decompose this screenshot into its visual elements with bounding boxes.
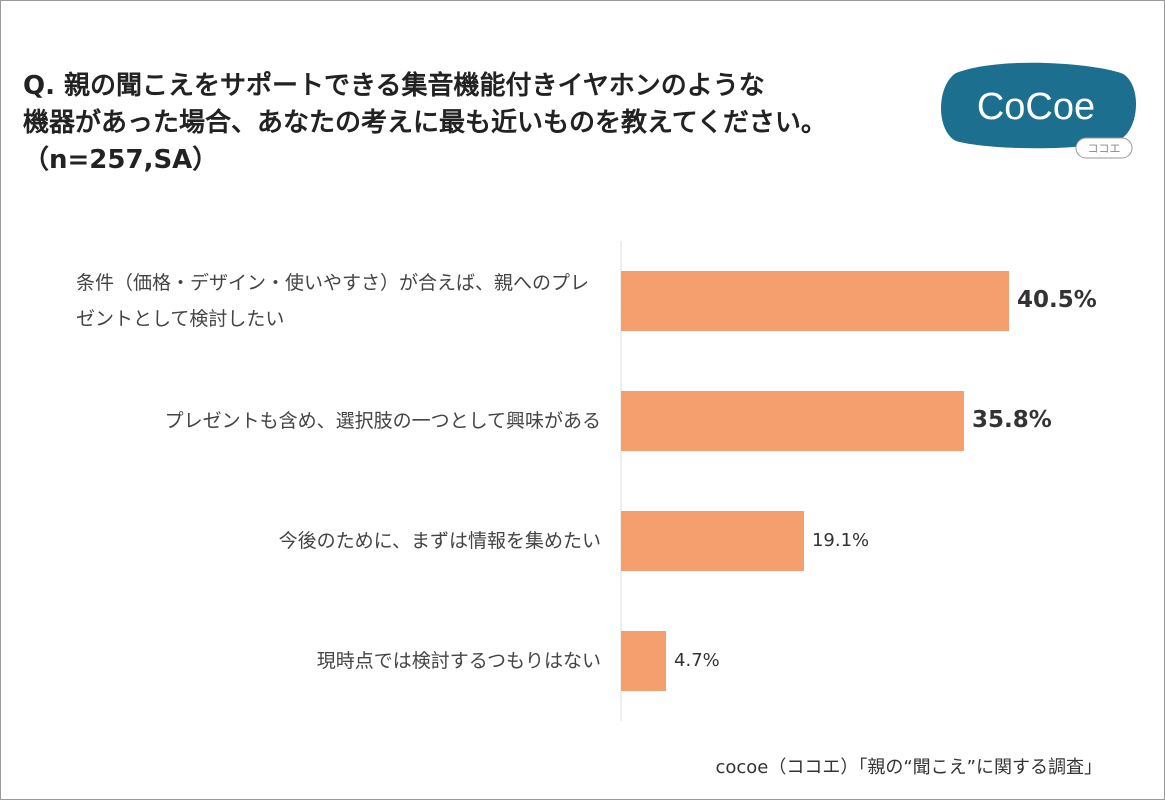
category-text: 現時点では検討するつもりはない <box>316 650 601 672</box>
source: cocoe（ココエ）「親の“聞こえ”に関する調査」 <box>715 757 1102 778</box>
bar <box>621 271 1009 331</box>
value-label: 40.5% <box>1016 287 1097 313</box>
category-label: 条件（価格・デザイン・使いやすさ）が合えば、親へのプレゼントとして検討したい <box>41 265 601 337</box>
value-label: 4.7% <box>674 650 720 671</box>
category-label: プレゼントも含め、選択肢の一つとして興味がある <box>41 403 601 439</box>
category-label: 今後のために、まずは情報を集めたい <box>41 523 601 559</box>
logo-pill <box>1075 137 1133 159</box>
logo-sub: ココエ <box>1088 142 1121 155</box>
category-label: 現時点では検討するつもりはない <box>41 643 601 679</box>
logo-shape <box>941 62 1136 149</box>
chart-title: Q. 親の聞こえをサポートできる集音機能付きイヤホンのような <box>23 71 765 101</box>
category-text: 条件（価格・デザイン・使いやすさ）が合えば、親へのプレゼントとして検討したい <box>76 272 590 330</box>
chart-title: 機器があった場合、あなたの考えに最も近いものを教えてください。 <box>23 108 827 138</box>
logo-name: CoCoe <box>977 86 1095 128</box>
category-text: プレゼントも含め、選択肢の一つとして興味がある <box>164 410 601 432</box>
value-label: 19.1% <box>811 530 870 551</box>
bar <box>621 631 667 691</box>
value-label: 35.8% <box>971 407 1052 433</box>
chart-title: （n=257,SA） <box>23 145 219 175</box>
bar <box>621 391 964 451</box>
bar <box>621 511 804 571</box>
category-text: 今後のために、まずは情報を集めたい <box>278 530 601 552</box>
